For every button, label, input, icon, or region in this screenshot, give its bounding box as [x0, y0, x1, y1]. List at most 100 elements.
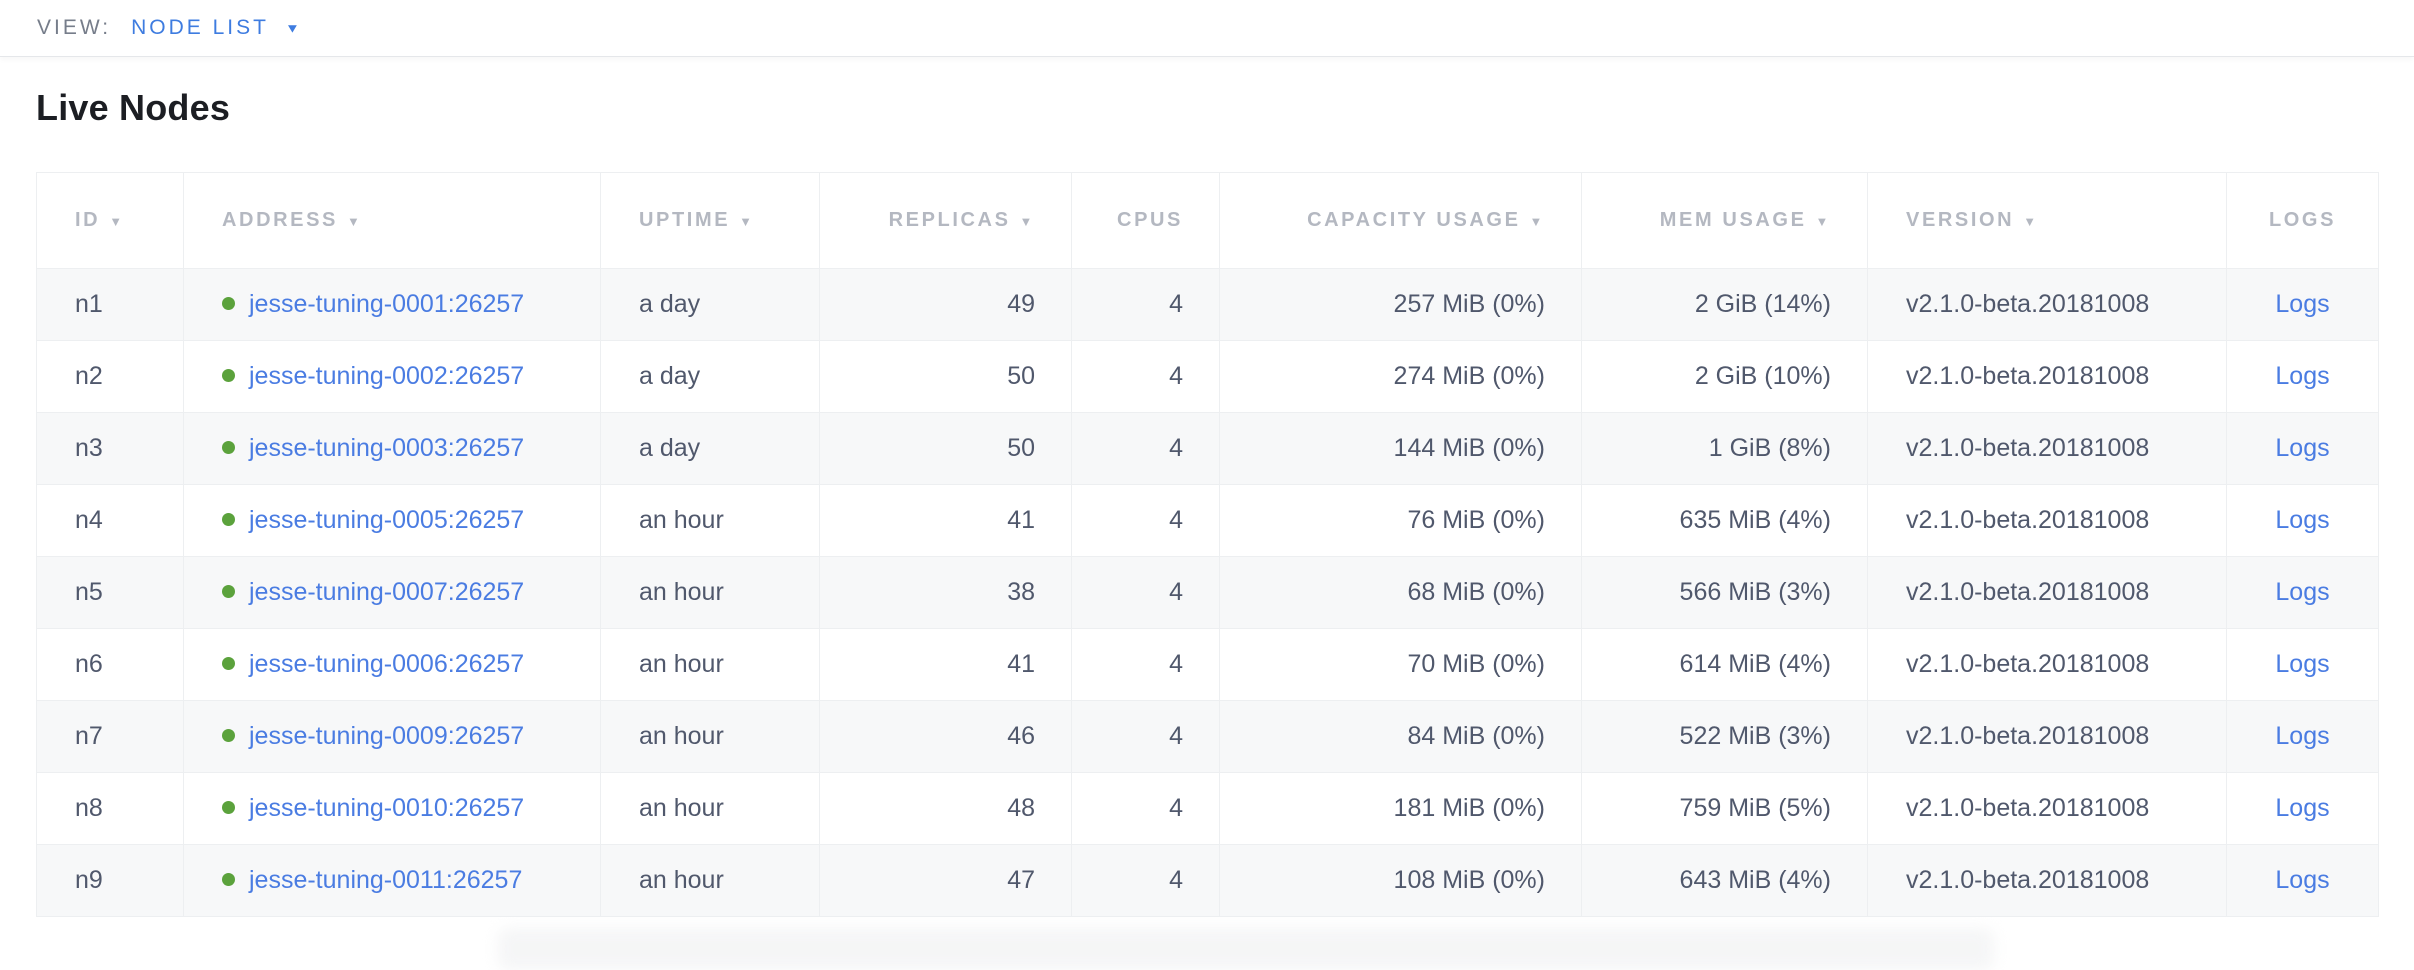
- cell-address: jesse-tuning-0002:26257: [183, 340, 601, 413]
- cell-logs: Logs: [2226, 412, 2379, 485]
- column-header-replicas[interactable]: REPLICAS ▼: [819, 172, 1072, 269]
- column-header-label: CAPACITY USAGE: [1307, 209, 1521, 231]
- cell-version: v2.1.0-beta.20181008: [1867, 484, 2227, 557]
- column-header-id[interactable]: ID ▼: [36, 172, 184, 269]
- cell-mem: 635 MiB (4%): [1581, 484, 1868, 557]
- cell-address: jesse-tuning-0011:26257: [183, 844, 601, 917]
- cell-replicas: 49: [819, 268, 1072, 341]
- table-row: n1 jesse-tuning-0001:26257 a day 49 4 257 MiB…: [36, 268, 2379, 341]
- node-address-link[interactable]: jesse-tuning-0007:26257: [249, 578, 525, 606]
- cell-id: n5: [36, 556, 184, 629]
- table-row: n2 jesse-tuning-0002:26257 a day 50 4 274 MiB…: [36, 340, 2379, 413]
- cell-mem: 522 MiB (3%): [1581, 700, 1868, 773]
- cell-id: n6: [36, 628, 184, 701]
- cell-version: v2.1.0-beta.20181008: [1867, 556, 2227, 629]
- cell-id: n2: [36, 340, 184, 413]
- cell-logs: Logs: [2226, 844, 2379, 917]
- cell-uptime: a day: [600, 268, 820, 341]
- cell-logs: Logs: [2226, 484, 2379, 557]
- cell-version: v2.1.0-beta.20181008: [1867, 844, 2227, 917]
- table-row: n3 jesse-tuning-0003:26257 a day 50 4 144 MiB…: [36, 412, 2379, 485]
- cell-cpus: 4: [1071, 268, 1220, 341]
- cell-id: n4: [36, 484, 184, 557]
- column-header-cpus: CPUS: [1071, 172, 1220, 269]
- table-row: n7 jesse-tuning-0009:26257 an hour 46 4 84 Mi…: [36, 700, 2379, 773]
- table-row: n9 jesse-tuning-0011:26257 an hour 47 4 108 M…: [36, 844, 2379, 917]
- column-header-mem[interactable]: MEM USAGE ▼: [1581, 172, 1868, 269]
- cell-mem: 1 GiB (8%): [1581, 412, 1868, 485]
- logs-link[interactable]: Logs: [2275, 722, 2330, 750]
- cell-mem: 643 MiB (4%): [1581, 844, 1868, 917]
- logs-link[interactable]: Logs: [2275, 434, 2330, 462]
- cell-replicas: 41: [819, 484, 1072, 557]
- node-address-link[interactable]: jesse-tuning-0006:26257: [249, 650, 525, 678]
- cell-uptime: an hour: [600, 844, 820, 917]
- live-nodes-section: Live Nodes ID ▼ ADDRESS ▼ UPTIME ▼ REPLICAS ▼ CP…: [0, 87, 2414, 917]
- cell-capacity: 144 MiB (0%): [1219, 412, 1582, 485]
- cell-replicas: 50: [819, 412, 1072, 485]
- cell-logs: Logs: [2226, 340, 2379, 413]
- cell-uptime: an hour: [600, 700, 820, 773]
- node-address-link[interactable]: jesse-tuning-0002:26257: [249, 362, 525, 390]
- cell-replicas: 46: [819, 700, 1072, 773]
- cell-uptime: an hour: [600, 556, 820, 629]
- cell-replicas: 47: [819, 844, 1072, 917]
- view-dropdown[interactable]: NODE LIST ▼: [131, 16, 300, 40]
- view-dropdown-value: NODE LIST: [131, 16, 269, 39]
- cell-cpus: 4: [1071, 628, 1220, 701]
- cell-id: n1: [36, 268, 184, 341]
- node-address-link[interactable]: jesse-tuning-0009:26257: [249, 722, 525, 750]
- page-title: Live Nodes: [36, 87, 231, 128]
- cell-logs: Logs: [2226, 556, 2379, 629]
- logs-link[interactable]: Logs: [2275, 650, 2330, 678]
- live-status-dot-icon: [222, 585, 235, 598]
- node-address-link[interactable]: jesse-tuning-0010:26257: [249, 794, 525, 822]
- node-address-link[interactable]: jesse-tuning-0003:26257: [249, 434, 525, 462]
- cell-capacity: 84 MiB (0%): [1219, 700, 1582, 773]
- cell-address: jesse-tuning-0007:26257: [183, 556, 601, 629]
- sort-desc-icon: ▼: [2023, 214, 2039, 229]
- cell-cpus: 4: [1071, 340, 1220, 413]
- cell-logs: Logs: [2226, 772, 2379, 845]
- column-header-label: ADDRESS: [222, 209, 338, 231]
- cell-cpus: 4: [1071, 844, 1220, 917]
- cell-id: n7: [36, 700, 184, 773]
- live-status-dot-icon: [222, 873, 235, 886]
- live-status-dot-icon: [222, 513, 235, 526]
- logs-link[interactable]: Logs: [2275, 794, 2330, 822]
- table-row: n8 jesse-tuning-0010:26257 an hour 48 4 181 M…: [36, 772, 2379, 845]
- column-header-label: UPTIME: [639, 209, 731, 231]
- live-nodes-table: ID ▼ ADDRESS ▼ UPTIME ▼ REPLICAS ▼ CPUS CAPACITY …: [36, 172, 2379, 917]
- cell-cpus: 4: [1071, 556, 1220, 629]
- node-address-link[interactable]: jesse-tuning-0001:26257: [249, 290, 525, 318]
- logs-link[interactable]: Logs: [2275, 578, 2330, 606]
- cell-address: jesse-tuning-0005:26257: [183, 484, 601, 557]
- cell-id: n9: [36, 844, 184, 917]
- cell-cpus: 4: [1071, 484, 1220, 557]
- cell-uptime: a day: [600, 340, 820, 413]
- column-header-version[interactable]: VERSION ▼: [1867, 172, 2227, 269]
- cell-mem: 759 MiB (5%): [1581, 772, 1868, 845]
- table-row: n5 jesse-tuning-0007:26257 an hour 38 4 68 Mi…: [36, 556, 2379, 629]
- node-address-link[interactable]: jesse-tuning-0011:26257: [249, 866, 523, 894]
- column-header-label: ID: [75, 209, 101, 231]
- sort-desc-icon: ▼: [739, 214, 755, 229]
- sort-desc-icon: ▼: [109, 214, 125, 229]
- node-address-link[interactable]: jesse-tuning-0005:26257: [249, 506, 525, 534]
- logs-link[interactable]: Logs: [2275, 866, 2330, 894]
- cell-replicas: 41: [819, 628, 1072, 701]
- cell-capacity: 274 MiB (0%): [1219, 340, 1582, 413]
- cell-cpus: 4: [1071, 700, 1220, 773]
- cell-version: v2.1.0-beta.20181008: [1867, 340, 2227, 413]
- column-header-capacity[interactable]: CAPACITY USAGE ▼: [1219, 172, 1582, 269]
- live-status-dot-icon: [222, 297, 235, 310]
- logs-link[interactable]: Logs: [2275, 290, 2330, 318]
- sort-desc-icon: ▼: [1815, 214, 1831, 229]
- sort-desc-icon: ▼: [347, 214, 363, 229]
- column-header-uptime[interactable]: UPTIME ▼: [600, 172, 820, 269]
- logs-link[interactable]: Logs: [2275, 506, 2330, 534]
- logs-link[interactable]: Logs: [2275, 362, 2330, 390]
- column-header-address[interactable]: ADDRESS ▼: [183, 172, 601, 269]
- table-header-row: ID ▼ ADDRESS ▼ UPTIME ▼ REPLICAS ▼ CPUS CAPACITY …: [36, 172, 2379, 269]
- sort-desc-icon: ▼: [1529, 214, 1545, 229]
